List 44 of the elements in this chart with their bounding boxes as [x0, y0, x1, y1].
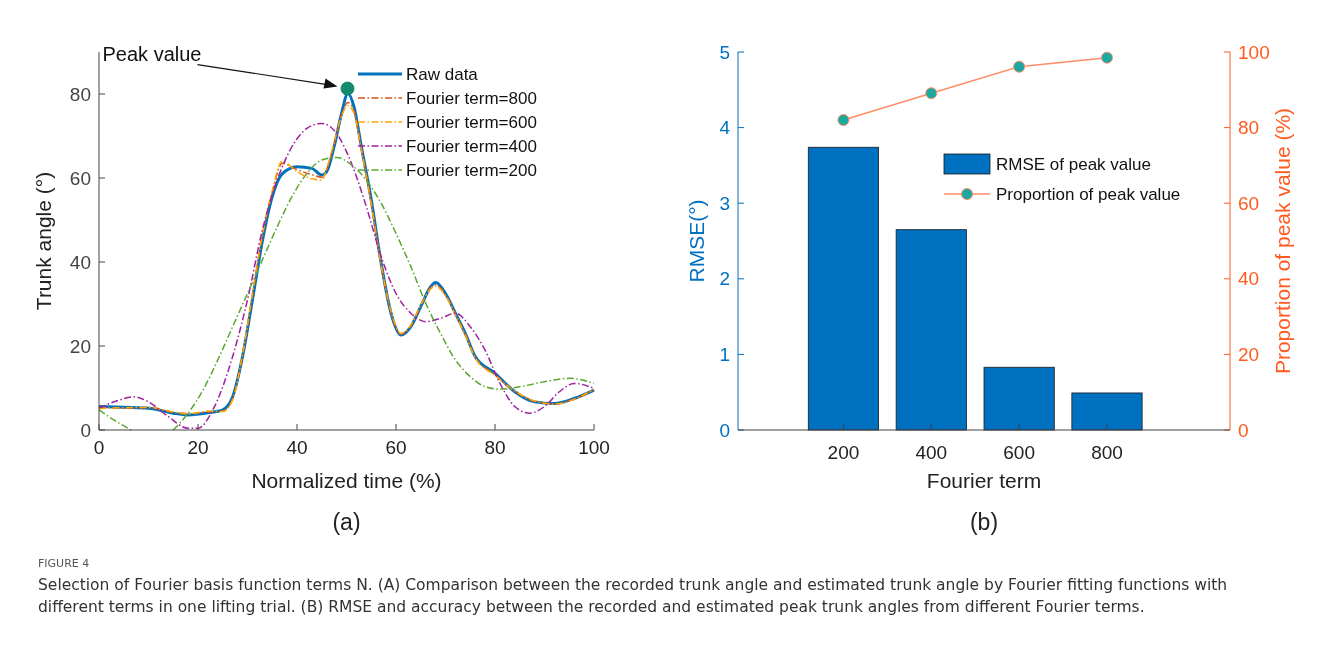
legend-label: Proportion of peak value — [996, 184, 1181, 204]
y-tick-label: 1 — [719, 344, 730, 366]
text: (b) — [969, 509, 999, 535]
x-tick-label: 800 — [1091, 442, 1123, 463]
y2-tick-label: 0 — [1238, 419, 1249, 441]
x-tick-label: 200 — [827, 442, 860, 463]
y-tick-label: 3 — [719, 192, 730, 214]
y-tick-label: 40 — [69, 251, 91, 273]
x-tick-label: 400 — [915, 442, 948, 463]
x-tick-label: 40 — [286, 437, 308, 458]
y2-tick-label: 80 — [1238, 117, 1260, 139]
x-tick-label: 20 — [187, 437, 209, 458]
x-axis-title: Fourier term — [926, 469, 1042, 492]
y-tick-label: 2 — [719, 268, 730, 290]
x-axis-title: Normalized time (%) — [251, 469, 442, 492]
y-tick-label: 0 — [719, 419, 730, 441]
x-tick-label: 100 — [578, 437, 610, 458]
legend-label: Fourier term=400 — [406, 136, 537, 156]
y2-tick-label: 40 — [1238, 268, 1260, 290]
text: Selection of Fourier basis function terms N. (A) Comparison between the recorded trunk angle and estimated trunk angle by Fourier fitting functions with different terms in one lifting trial. (B) RMSE and accuracy between the recorded and estimated peak trunk angles from different Fourier terms. — [38, 574, 1229, 619]
y2-axis-title: Proportion of peak value (%) — [1271, 107, 1294, 375]
legend-label: RMSE of peak value — [996, 154, 1151, 174]
y-tick-label: 20 — [69, 335, 91, 357]
text: (a) — [332, 509, 361, 535]
caption: FIGURE 4 — [38, 556, 91, 572]
x-tick-label: 600 — [1003, 442, 1035, 463]
y-tick-label: 5 — [719, 41, 730, 63]
x-tick-label: 60 — [385, 437, 407, 458]
y-axis-title: RMSE(°) — [685, 199, 708, 283]
y-tick-label: 0 — [80, 419, 91, 441]
legend-label: Fourier term=200 — [406, 160, 537, 180]
legend-label: Fourier term=800 — [406, 88, 537, 108]
y-tick-label: 60 — [69, 167, 91, 189]
y2-tick-label: 100 — [1238, 41, 1270, 63]
y2-tick-label: 20 — [1238, 344, 1260, 366]
x-tick-label: 0 — [93, 437, 105, 458]
y-tick-label: 4 — [719, 117, 731, 139]
y-tick-label: 80 — [69, 83, 91, 105]
annotation: Peak value — [102, 42, 202, 65]
legend-label: Raw data — [406, 64, 479, 84]
x-tick-label: 80 — [484, 437, 506, 458]
y-axis-title: Trunk angle (°) — [32, 171, 55, 311]
y2-tick-label: 60 — [1238, 192, 1260, 214]
legend-label: Fourier term=600 — [406, 112, 537, 132]
